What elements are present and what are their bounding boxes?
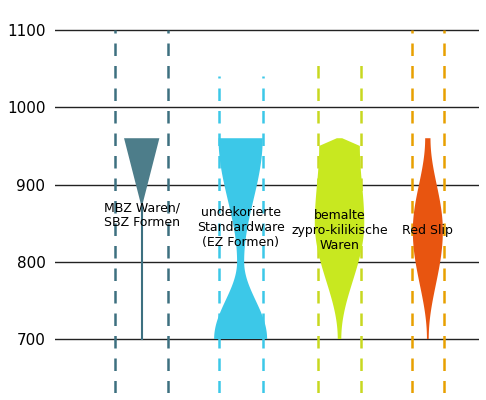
- Polygon shape: [124, 138, 159, 204]
- Text: undekorierte
Standardware
(EZ Formen): undekorierte Standardware (EZ Formen): [197, 206, 284, 248]
- Polygon shape: [413, 138, 443, 339]
- Text: bemalte
zypro-kilikische
Waren: bemalte zypro-kilikische Waren: [291, 209, 388, 252]
- Polygon shape: [214, 138, 267, 339]
- Text: MBZ Waren/
SBZ Formen: MBZ Waren/ SBZ Formen: [104, 202, 180, 230]
- Text: Red Slip: Red Slip: [402, 224, 453, 237]
- Polygon shape: [315, 138, 364, 339]
